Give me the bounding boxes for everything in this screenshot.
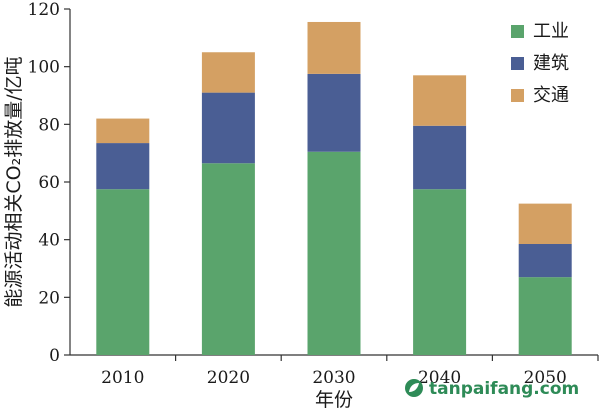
bar-2010-segment <box>96 143 150 190</box>
bar-2020-segment <box>201 92 255 164</box>
legend-swatch <box>511 25 524 38</box>
y-tick-label: 20 <box>38 288 60 308</box>
x-tick-label: 2030 <box>312 368 355 388</box>
bar-2040-segment <box>413 75 467 126</box>
y-tick-label: 120 <box>28 0 60 20</box>
legend-swatch <box>511 57 524 70</box>
x-tick-label: 2020 <box>207 368 250 388</box>
watermark-text: tanpaifang.com <box>429 379 579 399</box>
bar-2030-segment <box>307 73 361 152</box>
bars <box>96 21 572 355</box>
bar-2020-segment <box>201 52 255 93</box>
bar-2030-segment <box>307 21 361 74</box>
watermark: tanpaifang.com <box>405 379 579 399</box>
bar-2040-segment <box>413 125 467 190</box>
legend-label: 工业 <box>533 21 569 42</box>
bar-2050-segment <box>518 203 572 244</box>
bar-2040-segment <box>413 189 467 355</box>
y-tick-label: 100 <box>28 58 60 78</box>
bar-2030-segment <box>307 151 361 355</box>
bar-2050-segment <box>518 277 572 355</box>
y-tick-label: 0 <box>49 346 60 366</box>
x-tick-label: 2040 <box>418 368 461 388</box>
y-tick-label: 60 <box>38 173 60 193</box>
bar-2050-segment <box>518 243 572 278</box>
legend-label: 建筑 <box>533 53 569 74</box>
legend-swatch <box>511 89 524 102</box>
legend-label: 交通 <box>533 85 569 106</box>
x-axis-title: 年份 <box>315 389 353 411</box>
leaf-logo-icon <box>405 379 423 397</box>
x-ticks: 2010 2020 2030 2040 2050 <box>101 355 599 388</box>
y-ticks: 0 20 40 60 80 100 120 <box>28 0 70 366</box>
y-tick-label: 80 <box>38 115 60 135</box>
y-axis-title: 能源活动相关CO₂排放量/亿吨 <box>3 56 25 307</box>
bar-2010-segment <box>96 189 150 355</box>
bar-2010-segment <box>96 118 150 144</box>
y-tick-label: 40 <box>38 231 60 251</box>
x-tick-label: 2050 <box>524 368 567 388</box>
bar-2020-segment <box>201 163 255 355</box>
x-tick-label: 2010 <box>101 368 144 388</box>
